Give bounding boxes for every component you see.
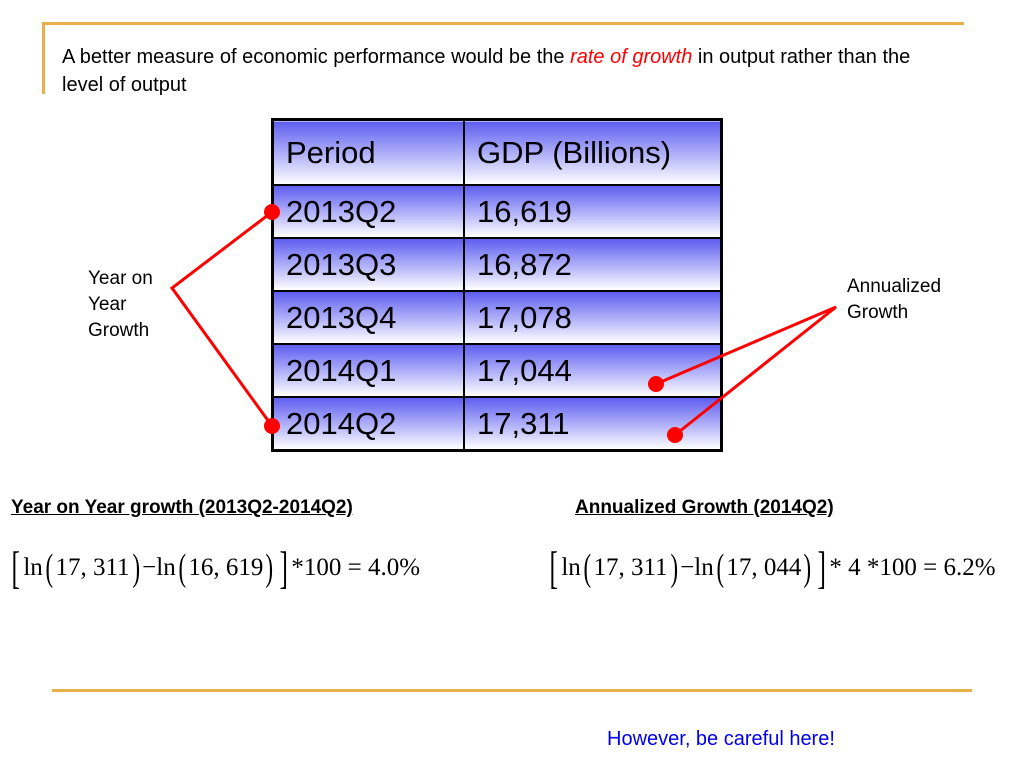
- intro-text-before: A better measure of economic performance…: [62, 46, 571, 68]
- gdp-cell: 17,311: [463, 396, 723, 452]
- gdp-table: Period GDP (Billions) 2013Q2 16,619 2013…: [271, 118, 723, 452]
- formula-result: * 4 *100 = 6.2%: [829, 554, 996, 581]
- bottom-rule: [52, 689, 972, 692]
- table-row: 2013Q2 16,619: [271, 184, 723, 239]
- ann-label-line: Growth: [847, 302, 909, 323]
- intro-text-after: in output rather than the level of outpu…: [62, 46, 911, 96]
- yoy-growth-label: Year on Year Growth: [88, 266, 153, 344]
- minus-symbol: −: [142, 554, 157, 581]
- ann-label-line: Annualized: [847, 276, 942, 297]
- yoy-marker-dot-top: [264, 204, 280, 220]
- yoy-label-line: Year: [88, 294, 127, 315]
- formula-value: 16, 619: [188, 554, 264, 581]
- ln-symbol: ln: [694, 554, 714, 581]
- close-paren: ): [265, 547, 274, 589]
- period-cell: 2013Q4: [271, 290, 465, 345]
- ln-symbol: ln: [156, 554, 176, 581]
- table-row: 2014Q1 17,044: [271, 343, 723, 398]
- open-bracket: [: [11, 542, 20, 593]
- annualized-connector-line: [655, 305, 837, 437]
- yoy-marker-dot-bottom: [264, 418, 280, 434]
- ln-symbol: ln: [23, 554, 43, 581]
- left-rule: [42, 22, 45, 94]
- table-row: 2013Q4 17,078: [271, 290, 723, 345]
- yoy-formula: [ ln ( 17, 311 ) − ln ( 16, 619 ) ] *100…: [8, 543, 420, 593]
- ln-symbol: ln: [561, 554, 581, 581]
- close-paren: ): [803, 547, 812, 589]
- footer-note: However, be careful here!: [607, 728, 835, 750]
- gdp-cell: 17,078: [463, 290, 723, 345]
- gdp-cell: 16,619: [463, 184, 723, 239]
- yoy-connector-line: [169, 210, 274, 427]
- formula-value: 17, 044: [726, 554, 802, 581]
- formula-value: 17, 311: [55, 554, 130, 581]
- yoy-heading: Year on Year growth (2013Q2-2014Q2): [11, 497, 353, 518]
- intro-emphasis: rate of growth: [570, 46, 693, 68]
- period-cell: 2013Q3: [271, 237, 465, 292]
- annualized-growth-label: Annualized Growth: [847, 274, 941, 326]
- open-paren: (: [716, 547, 724, 589]
- close-bracket: ]: [817, 542, 826, 593]
- annualized-heading: Annualized Growth (2014Q2): [575, 497, 834, 518]
- open-paren: (: [583, 547, 591, 589]
- close-bracket: ]: [279, 542, 288, 593]
- annualized-marker-dot-top: [648, 376, 664, 392]
- yoy-label-line: Growth: [88, 320, 150, 341]
- open-paren: (: [178, 547, 186, 589]
- top-rule: [42, 22, 964, 25]
- annualized-formula: [ ln ( 17, 311 ) − ln ( 17, 044 ) ] * 4 …: [546, 542, 996, 593]
- formula-result: *100 = 4.0%: [291, 554, 421, 581]
- header-period: Period: [271, 118, 465, 186]
- minus-symbol: −: [680, 554, 695, 581]
- open-paren: (: [45, 547, 53, 589]
- table-row: 2013Q3 16,872: [271, 237, 723, 292]
- gdp-cell: 16,872: [463, 237, 723, 292]
- gdp-cell: 17,044: [463, 343, 723, 398]
- table-row: 2014Q2 17,311: [271, 396, 723, 452]
- open-bracket: [: [549, 542, 558, 593]
- close-paren: ): [132, 547, 140, 589]
- table-header-row: Period GDP (Billions): [271, 118, 723, 186]
- yoy-label-line: Year on: [88, 268, 153, 289]
- period-cell: 2014Q2: [271, 396, 465, 452]
- intro-paragraph: A better measure of economic performance…: [62, 43, 942, 99]
- period-cell: 2013Q2: [271, 184, 465, 239]
- close-paren: ): [670, 547, 678, 589]
- annualized-marker-dot-bottom: [667, 427, 683, 443]
- header-gdp: GDP (Billions): [463, 118, 723, 186]
- formula-value: 17, 311: [593, 554, 668, 581]
- period-cell: 2014Q1: [271, 343, 465, 398]
